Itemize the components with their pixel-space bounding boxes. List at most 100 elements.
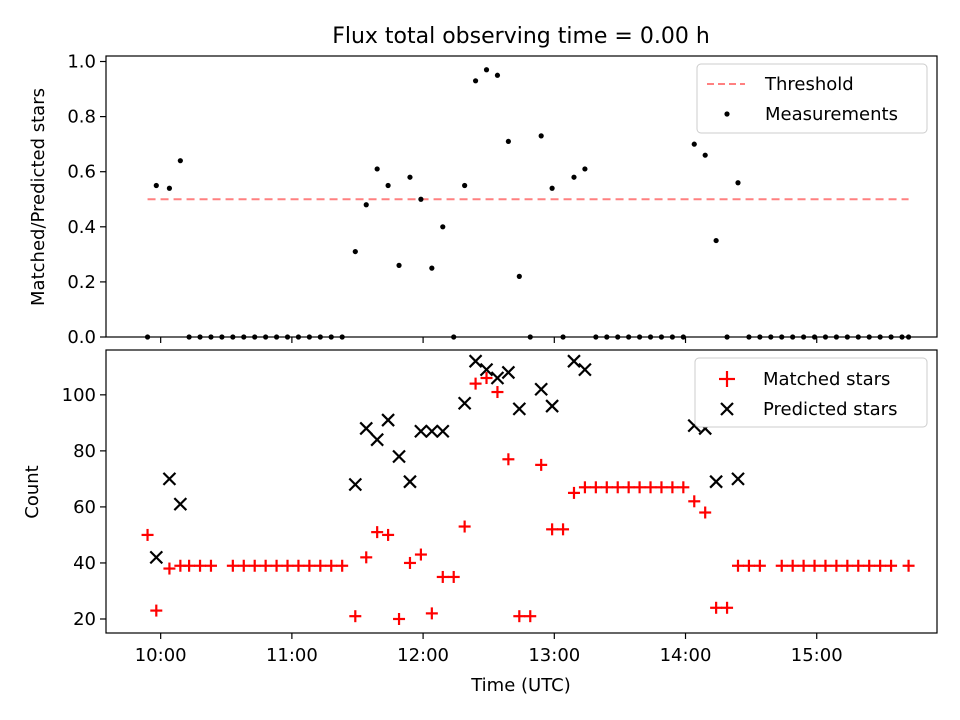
matched-stars-point [775, 559, 788, 572]
bottom-x-tick-label: 14:00 [660, 645, 712, 666]
measurement-point [713, 237, 719, 244]
matched-stars-point [325, 559, 338, 572]
predicted-stars-point [534, 382, 548, 397]
matched-stars-point [841, 559, 854, 572]
measurement-point [363, 202, 369, 208]
measurement-point [691, 141, 697, 147]
bottom-panel: 20 40 60 80 100 10:00 11:00 12:00 13:00 14:00 15:… [22, 349, 938, 696]
bottom-y-ticks: 20 40 60 80 100 [62, 385, 106, 630]
matched-stars-point [163, 562, 176, 575]
predicted-stars-point [403, 474, 417, 489]
bottom-plot-frame [105, 349, 938, 634]
top-y-axis-label: Matched/Predicted stars [28, 88, 49, 306]
predicted-stars-point [468, 354, 483, 368]
matched-stars-point [150, 604, 163, 617]
matched-stars-point [699, 506, 712, 519]
top-panel: 0.0 0.2 0.4 0.6 0.8 1.0 Matched/Predicted sta… [28, 52, 938, 348]
measurement-point [571, 174, 577, 180]
predicted-stars-point [348, 477, 363, 492]
matched-stars-point [480, 372, 493, 385]
measurement-point [757, 334, 763, 340]
predicted-stars-point [359, 421, 374, 436]
bottom-x-tick-label: 15:00 [791, 645, 843, 666]
measurement-point [186, 334, 192, 340]
measurement-point [230, 334, 236, 340]
predicted-stars-point [149, 550, 164, 565]
measurement-point [328, 334, 334, 340]
matched-stars-point [535, 458, 548, 471]
bottom-y-tick-label: 40 [73, 553, 96, 574]
matched-stars-point [447, 570, 460, 583]
matched-stars-point [819, 559, 832, 572]
measurement-point [790, 334, 796, 340]
matched-stars-point [633, 481, 646, 494]
measurement-point [263, 334, 269, 340]
predicted-legend-label: Predicted stars [763, 399, 897, 420]
matched-stars-point [436, 570, 449, 583]
measurement-point [494, 72, 501, 78]
measurement-point [801, 334, 807, 340]
matched-stars-point [742, 559, 755, 572]
measurement-point [144, 334, 151, 340]
matched-stars-point [303, 559, 316, 572]
matched-stars-point [721, 601, 734, 614]
matched-stars-point [524, 610, 537, 623]
matched-stars-point [600, 481, 613, 494]
matched-stars-point [360, 551, 373, 564]
matched-stars-point [237, 559, 250, 572]
measurements-legend-label: Measurements [765, 104, 898, 125]
matched-stars-point [688, 495, 701, 508]
matched-stars-point [546, 523, 559, 536]
matched-stars-point [710, 601, 723, 614]
top-y-ticks: 0.0 0.2 0.4 0.6 0.8 1.0 [67, 52, 106, 348]
predicted-stars-point [545, 399, 559, 413]
measurement-point [472, 78, 479, 84]
predicted-stars-point [567, 354, 581, 368]
measurement-point [374, 166, 380, 172]
measurement-point [702, 152, 708, 158]
predicted-stars-point [512, 402, 527, 416]
bottom-x-tick-label: 13:00 [528, 645, 580, 666]
matched-stars-point [677, 481, 690, 494]
measurement-point [219, 334, 225, 340]
measurement-point [352, 248, 358, 255]
bottom-marks [141, 354, 915, 625]
bottom-y-tick-label: 80 [73, 441, 96, 462]
measurement-point [899, 334, 905, 340]
measurement-point [252, 334, 258, 340]
matched-stars-point [314, 559, 327, 572]
matched-stars-point [270, 559, 283, 572]
bottom-x-tick-label: 10:00 [135, 645, 187, 666]
predicted-stars-point [173, 497, 188, 511]
matched-stars-point [666, 481, 679, 494]
bottom-y-axis-label: Count [22, 465, 43, 518]
measurement-point [549, 185, 555, 191]
matched-stars-point [141, 528, 154, 541]
bottom-x-ticks: 10:00 11:00 12:00 13:00 14:00 15:00 [135, 633, 843, 666]
measurement-point [396, 262, 402, 268]
measurement-point [822, 334, 829, 340]
figure-title: Flux total observing time = 0.00 h [332, 24, 710, 49]
measurement-point [615, 334, 621, 340]
measurement-point [779, 334, 785, 340]
matched-stars-point [797, 559, 810, 572]
matched-legend-swatch [719, 371, 735, 387]
measurement-point [166, 185, 173, 191]
matched-stars-point [753, 559, 766, 572]
matched-stars-point [336, 559, 349, 572]
measurement-point [888, 334, 894, 340]
measurement-point [735, 180, 741, 186]
matched-stars-point [874, 559, 887, 572]
matched-stars-point [349, 610, 362, 623]
measurement-point [626, 334, 632, 340]
measurement-point [306, 334, 312, 340]
matched-stars-point [786, 559, 799, 572]
measurement-point [295, 334, 302, 340]
measurement-point [153, 182, 159, 189]
matched-stars-point [863, 559, 876, 572]
measurements-legend-swatch [724, 111, 730, 117]
matched-stars-point [414, 548, 427, 561]
measurement-point [560, 334, 566, 340]
matched-stars-point [382, 528, 395, 541]
top-legend-box [696, 63, 928, 134]
